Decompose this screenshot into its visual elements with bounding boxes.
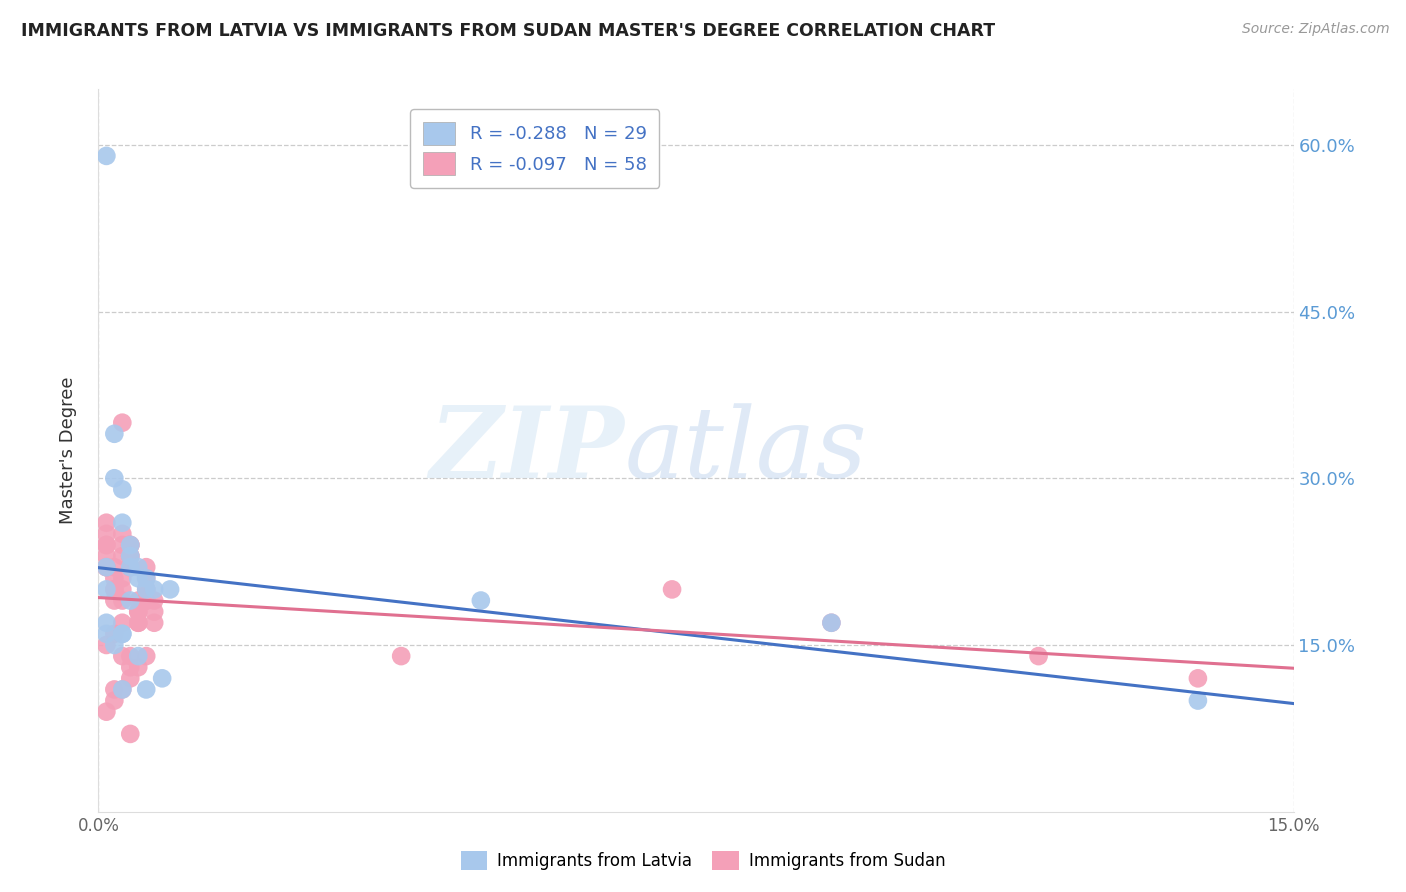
Point [111, 516, 134, 530]
Point [1187, 693, 1209, 707]
Point [143, 615, 166, 630]
Point [111, 682, 134, 697]
Point [96, 705, 118, 719]
Y-axis label: Master's Degree: Master's Degree [59, 376, 77, 524]
Point [135, 593, 157, 607]
Point [96, 560, 118, 574]
Point [1187, 671, 1209, 685]
Legend: Immigrants from Latvia, Immigrants from Sudan: Immigrants from Latvia, Immigrants from … [454, 844, 952, 877]
Text: IMMIGRANTS FROM LATVIA VS IMMIGRANTS FROM SUDAN MASTER'S DEGREE CORRELATION CHAR: IMMIGRANTS FROM LATVIA VS IMMIGRANTS FRO… [21, 22, 995, 40]
Point [103, 426, 125, 441]
Point [96, 627, 118, 641]
Point [127, 615, 149, 630]
Point [111, 483, 134, 497]
Point [103, 571, 125, 585]
Point [111, 615, 134, 630]
Point [120, 549, 142, 563]
Text: ZIP: ZIP [429, 402, 624, 499]
Point [820, 615, 842, 630]
Point [120, 727, 142, 741]
Point [127, 605, 149, 619]
Point [120, 660, 142, 674]
Point [143, 582, 166, 597]
Point [96, 526, 118, 541]
Point [661, 582, 683, 597]
Text: atlas: atlas [624, 403, 868, 498]
Point [135, 593, 157, 607]
Point [96, 549, 118, 563]
Point [389, 649, 412, 664]
Point [103, 627, 125, 641]
Point [96, 582, 118, 597]
Point [127, 615, 149, 630]
Point [111, 627, 134, 641]
Point [135, 649, 157, 664]
Point [127, 593, 149, 607]
Point [96, 538, 118, 552]
Point [103, 582, 125, 597]
Point [127, 660, 149, 674]
Point [103, 582, 125, 597]
Point [820, 615, 842, 630]
Point [111, 593, 134, 607]
Point [120, 593, 142, 607]
Point [143, 605, 166, 619]
Point [135, 571, 157, 585]
Point [96, 615, 118, 630]
Point [103, 593, 125, 607]
Point [96, 638, 118, 652]
Point [135, 582, 157, 597]
Point [103, 471, 125, 485]
Point [111, 549, 134, 563]
Point [120, 560, 142, 574]
Point [127, 560, 149, 574]
Point [135, 571, 157, 585]
Point [127, 649, 149, 664]
Text: Source: ZipAtlas.com: Source: ZipAtlas.com [1241, 22, 1389, 37]
Point [143, 593, 166, 607]
Point [120, 538, 142, 552]
Point [111, 582, 134, 597]
Point [120, 538, 142, 552]
Point [111, 682, 134, 697]
Point [120, 671, 142, 685]
Point [127, 571, 149, 585]
Point [103, 638, 125, 652]
Point [150, 671, 173, 685]
Point [120, 549, 142, 563]
Point [103, 560, 125, 574]
Point [135, 560, 157, 574]
Point [135, 582, 157, 597]
Point [111, 627, 134, 641]
Point [96, 560, 118, 574]
Point [120, 538, 142, 552]
Point [111, 538, 134, 552]
Point [111, 526, 134, 541]
Point [96, 516, 118, 530]
Point [111, 571, 134, 585]
Point [103, 693, 125, 707]
Point [111, 649, 134, 664]
Legend: R = -0.288   N = 29, R = -0.097   N = 58: R = -0.288 N = 29, R = -0.097 N = 58 [411, 109, 659, 188]
Point [96, 538, 118, 552]
Point [159, 582, 181, 597]
Point [96, 560, 118, 574]
Point [103, 682, 125, 697]
Point [111, 416, 134, 430]
Point [120, 560, 142, 574]
Point [120, 560, 142, 574]
Point [135, 582, 157, 597]
Point [135, 682, 157, 697]
Point [1028, 649, 1050, 664]
Point [127, 605, 149, 619]
Point [120, 649, 142, 664]
Point [470, 593, 492, 607]
Point [120, 549, 142, 563]
Point [96, 149, 118, 163]
